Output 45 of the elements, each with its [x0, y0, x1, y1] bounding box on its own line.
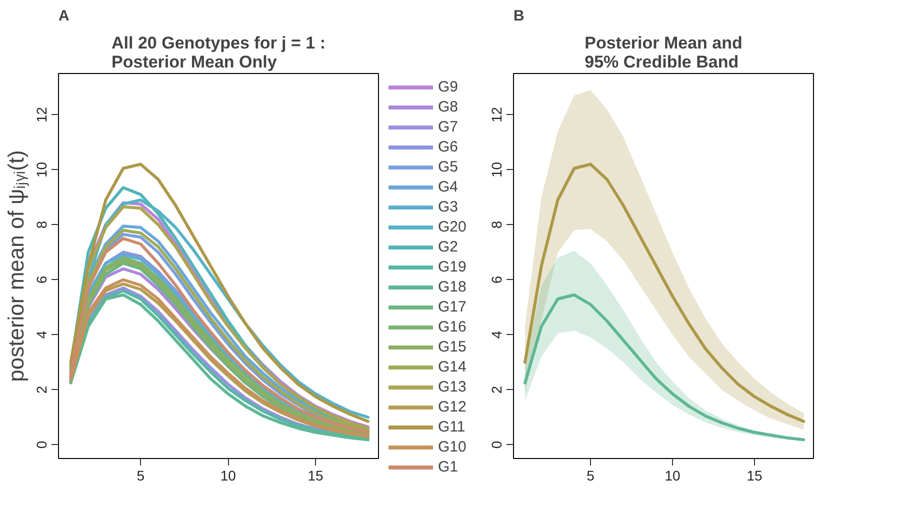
y-tick-label: 4: [488, 330, 504, 339]
x-tick-label: 5: [586, 468, 595, 484]
legend-label: G3: [438, 197, 458, 216]
y-tick-label: 2: [488, 386, 504, 394]
y-tick-label: 12: [488, 106, 504, 123]
chart-title: Posterior Mean and 95% Credible Band: [584, 34, 742, 72]
legend-label: G19: [438, 257, 466, 276]
chart-title: All 20 Genotypes for j = 1 : Posterior Mean Only: [112, 34, 326, 72]
y-tick-label: 12: [34, 106, 50, 123]
y-tick-label: 4: [34, 330, 50, 339]
y-tick-label: 10: [34, 162, 50, 178]
legend-label: G4: [438, 177, 458, 196]
y-tick-label: 8: [488, 220, 504, 229]
y-tick-label: 8: [34, 220, 50, 229]
legend-label: G2: [438, 237, 458, 256]
legend-label: G8: [438, 97, 458, 116]
legend-label: G11: [438, 417, 466, 436]
x-tick-label: 15: [308, 468, 324, 484]
y-tick-label: 0: [488, 440, 504, 449]
y-tick-label: 0: [34, 440, 50, 449]
legend-label: G16: [438, 317, 466, 336]
legend-label: G5: [438, 157, 458, 176]
x-tick-label: 10: [220, 468, 236, 484]
legend-label: G13: [438, 377, 466, 396]
x-tick-label: 5: [136, 468, 145, 484]
x-tick-label: 15: [746, 468, 762, 484]
legend-label: G17: [438, 297, 466, 316]
legend-label: G20: [438, 217, 466, 236]
text: B: [514, 8, 524, 24]
x-tick-label: 10: [664, 468, 681, 484]
y-tick-label: 6: [488, 276, 504, 284]
legend-label: G9: [438, 77, 458, 96]
legend-label: G18: [438, 277, 466, 296]
y-tick-label: 6: [34, 276, 50, 284]
legend-label: G7: [438, 117, 458, 136]
legend-label: G15: [438, 337, 466, 356]
legend-label: G12: [438, 397, 466, 416]
y-axis-title: posterior mean of ψᵢⱼᵧᵢ(t): [4, 150, 30, 382]
legend-label: G10: [438, 437, 466, 456]
legend-label: G1: [438, 457, 458, 476]
y-tick-label: 10: [488, 162, 504, 178]
text: A: [58, 8, 70, 24]
legend-label: G6: [438, 137, 458, 156]
legend-label: G14: [438, 357, 466, 376]
y-tick-label: 2: [34, 386, 50, 394]
